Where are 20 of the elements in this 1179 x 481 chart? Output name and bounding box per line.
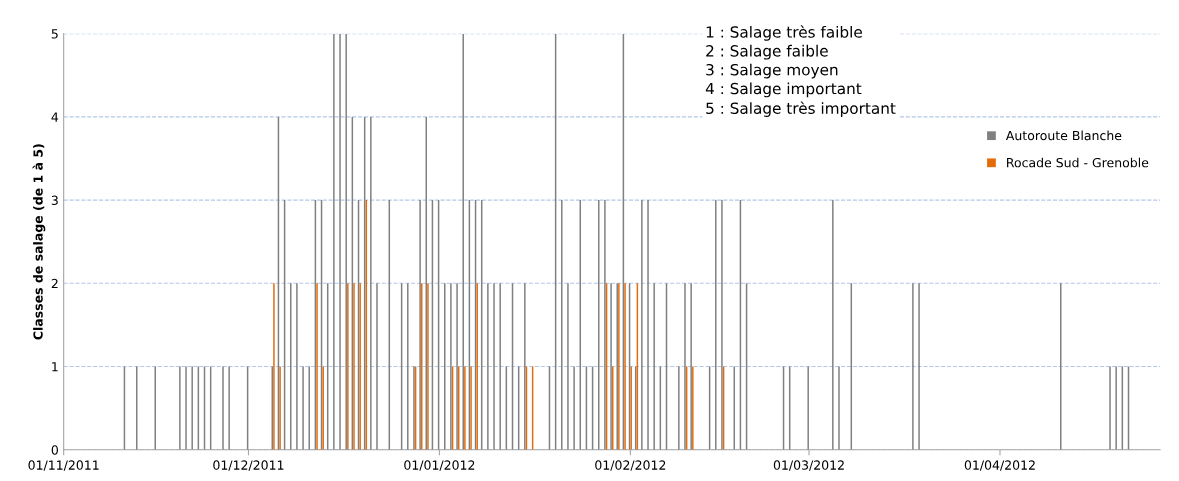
y-tick-label: 2 [51,278,58,289]
annotation: 5 : Salage très important [706,101,896,117]
legend-label: Autoroute Blanche [1005,130,1122,141]
annotation: 3 : Salage moyen [706,63,838,79]
annotation: 2 : Salage faible [706,44,828,60]
x-tick-label: 01/03/2012 [773,460,844,471]
annotation: 4 : Salage important [705,82,862,98]
x-tick-label: 01/12/2011 [213,460,284,471]
legend-label: Rocade Sud - Grenoble [1007,157,1149,168]
annotation: 1 : Salage très faible [706,25,862,41]
x-tick-label: 01/04/2012 [964,460,1035,471]
y-axis-title: Classes de salage (de 1 à 5) [32,144,46,340]
x-tick-label: 01/02/2012 [595,460,666,471]
x-tick-label: 01/01/2012 [404,460,475,471]
y-tick-label: 4 [51,112,59,122]
y-tick-label: 1 [52,362,58,372]
y-tick-label: 3 [51,195,58,206]
y-tick-label: 0 [51,445,58,455]
y-tick-label: 5 [51,29,58,39]
x-tick-label: 01/11/2011 [28,460,99,471]
